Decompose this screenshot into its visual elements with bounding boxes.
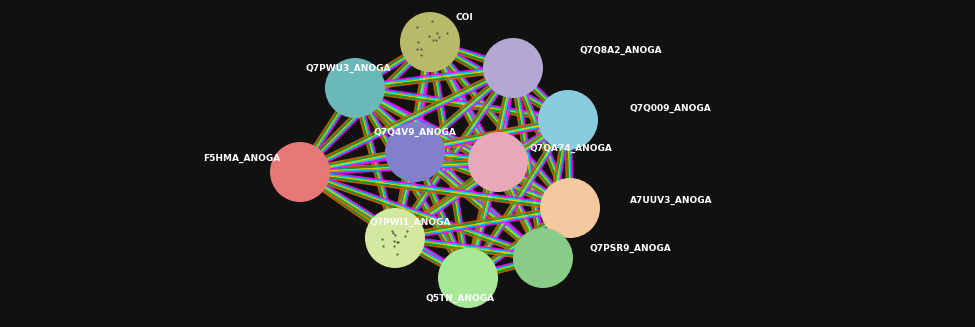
Circle shape — [365, 208, 425, 268]
Text: Q7Q4V9_ANOGA: Q7Q4V9_ANOGA — [373, 128, 456, 137]
Circle shape — [513, 228, 573, 288]
Circle shape — [483, 38, 543, 98]
Text: COI: COI — [455, 13, 473, 23]
Text: Q7QA74_ANOGA: Q7QA74_ANOGA — [530, 144, 613, 153]
Circle shape — [385, 122, 445, 182]
Circle shape — [438, 248, 498, 308]
Circle shape — [400, 12, 460, 72]
Text: Q7PSR9_ANOGA: Q7PSR9_ANOGA — [590, 243, 672, 252]
Text: A7UUV3_ANOGA: A7UUV3_ANOGA — [630, 196, 713, 205]
Text: Q5TN_ANOGA: Q5TN_ANOGA — [425, 293, 494, 302]
Circle shape — [538, 90, 598, 150]
Text: Q7Q009_ANOGA: Q7Q009_ANOGA — [630, 103, 712, 112]
Text: Q7Q8A2_ANOGA: Q7Q8A2_ANOGA — [580, 45, 663, 55]
Circle shape — [325, 58, 385, 118]
Text: Q7PWI1_ANOGA: Q7PWI1_ANOGA — [370, 217, 450, 227]
Text: Q7PWU3_ANOGA: Q7PWU3_ANOGA — [305, 63, 391, 73]
Text: F5HMA_ANOGA: F5HMA_ANOGA — [203, 153, 280, 163]
Circle shape — [270, 142, 330, 202]
Circle shape — [468, 132, 528, 192]
Circle shape — [540, 178, 600, 238]
